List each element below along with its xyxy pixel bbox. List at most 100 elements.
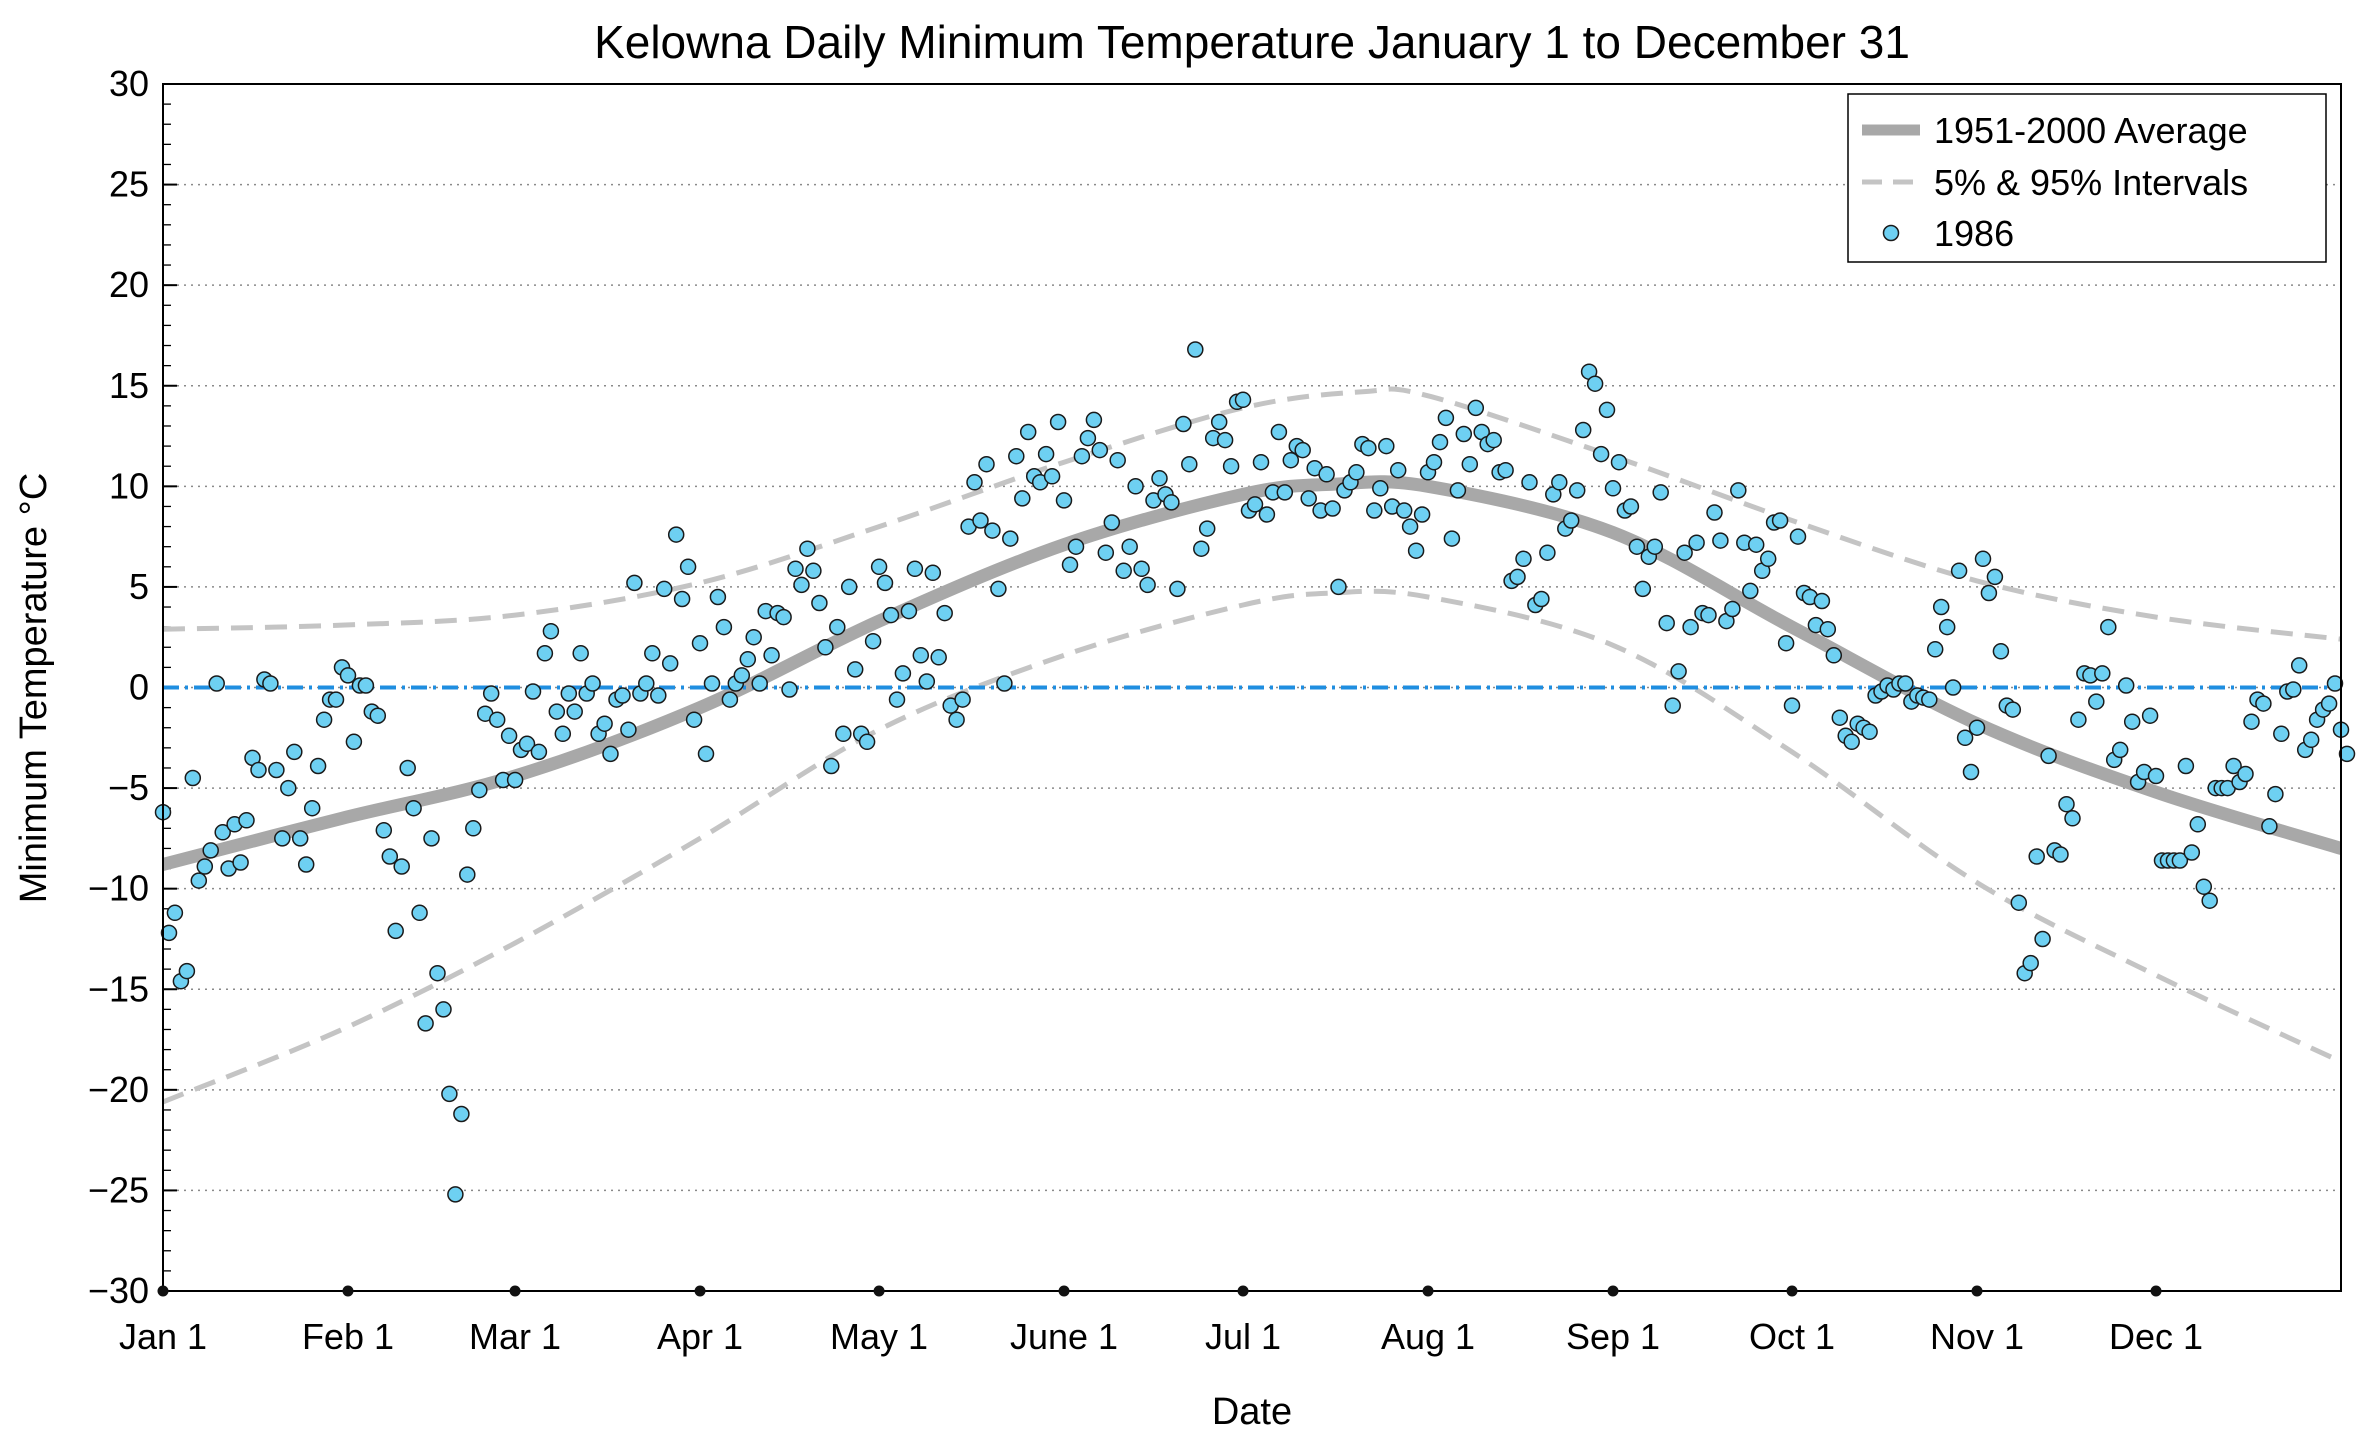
data-point (1777, 634, 1795, 652)
data-point (2273, 725, 2290, 743)
data-point (1658, 614, 1675, 632)
data-point (291, 830, 309, 847)
data-point (793, 576, 810, 594)
data-point (1234, 391, 1252, 409)
y-tick-label: 15 (109, 365, 149, 406)
data-point (2195, 878, 2213, 895)
x-tick-mark (2150, 1285, 2162, 1297)
data-point (924, 564, 942, 582)
data-point (1742, 582, 1759, 600)
data-point (566, 703, 583, 720)
data-point (500, 727, 518, 745)
data-point (488, 711, 506, 728)
data-point (238, 812, 255, 829)
data-point (369, 707, 387, 724)
data-point (1407, 542, 1425, 559)
data-point (655, 580, 673, 598)
data-point (417, 1015, 434, 1032)
data-point (542, 622, 560, 640)
y-tick-label: −5 (108, 767, 149, 808)
data-point (864, 632, 882, 650)
data-point (2070, 711, 2087, 728)
data-point (1956, 729, 1974, 747)
data-point (375, 822, 393, 839)
data-point (2243, 713, 2260, 730)
data-point (1861, 723, 1878, 741)
y-tick-label: 30 (109, 63, 149, 104)
data-point (602, 745, 619, 763)
data-point (1551, 474, 1568, 491)
data-point (703, 675, 721, 692)
data-point (399, 759, 416, 777)
data-point (918, 673, 936, 690)
data-point (2189, 816, 2207, 833)
data-point (250, 761, 267, 779)
data-point (1372, 480, 1389, 497)
data-point (1014, 490, 1031, 507)
data-point (2285, 681, 2302, 698)
data-point (1533, 590, 1550, 608)
y-tick-label: −30 (88, 1270, 149, 1311)
data-point (620, 721, 637, 738)
data-point (679, 558, 697, 576)
x-tick-mark (873, 1285, 885, 1297)
x-tick-mark (509, 1285, 521, 1297)
interval-5-line (163, 588, 2341, 1105)
data-point (2058, 795, 2075, 813)
data-point (274, 830, 291, 847)
data-point (1008, 447, 1025, 465)
data-point (811, 594, 828, 612)
data-point (184, 769, 202, 787)
data-point (196, 858, 214, 875)
data-point (661, 655, 679, 672)
data-point (1688, 534, 1705, 551)
data-point (721, 691, 739, 708)
data-point (1986, 568, 2004, 586)
data-point (1389, 461, 1407, 479)
data-point (781, 681, 798, 698)
data-point (1932, 598, 1950, 616)
data-point (1198, 520, 1216, 537)
data-point (327, 691, 345, 708)
data-point (1395, 502, 1413, 519)
data-point (202, 842, 219, 859)
x-tick-label: Aug 1 (1381, 1316, 1475, 1357)
x-tick-mark (1058, 1285, 1070, 1297)
data-point (1485, 431, 1502, 449)
data-point (2123, 713, 2141, 730)
data-point (614, 687, 631, 704)
data-point (948, 711, 965, 728)
data-point (2100, 618, 2117, 636)
data-point (465, 820, 482, 837)
data-point (1574, 421, 1592, 439)
data-point (1813, 592, 1831, 610)
data-point (2034, 930, 2051, 948)
data-point (1700, 606, 1717, 624)
x-tick-label: June 1 (1010, 1316, 1118, 1357)
data-point (190, 872, 208, 889)
data-point (2183, 844, 2201, 861)
data-point (1348, 464, 1365, 481)
data-point (846, 661, 864, 678)
data-point (1151, 470, 1168, 487)
data-point (405, 799, 422, 817)
data-point (739, 651, 757, 668)
data-point (2326, 675, 2344, 692)
data-point (1628, 538, 1646, 555)
data-point (441, 1085, 458, 1103)
data-point (936, 604, 953, 622)
data-point (1127, 478, 1144, 495)
data-point (1067, 538, 1085, 555)
data-point (1049, 413, 1067, 431)
data-point (1300, 490, 1317, 507)
x-tick-label: Apr 1 (657, 1316, 743, 1357)
data-point (596, 715, 613, 732)
data-point (894, 665, 912, 682)
data-point (805, 562, 822, 580)
x-tick-mark (157, 1285, 169, 1297)
data-point (387, 922, 404, 940)
x-tick-mark (1786, 1285, 1798, 1297)
x-tick-mark (1607, 1285, 1619, 1297)
data-point (1425, 453, 1443, 471)
